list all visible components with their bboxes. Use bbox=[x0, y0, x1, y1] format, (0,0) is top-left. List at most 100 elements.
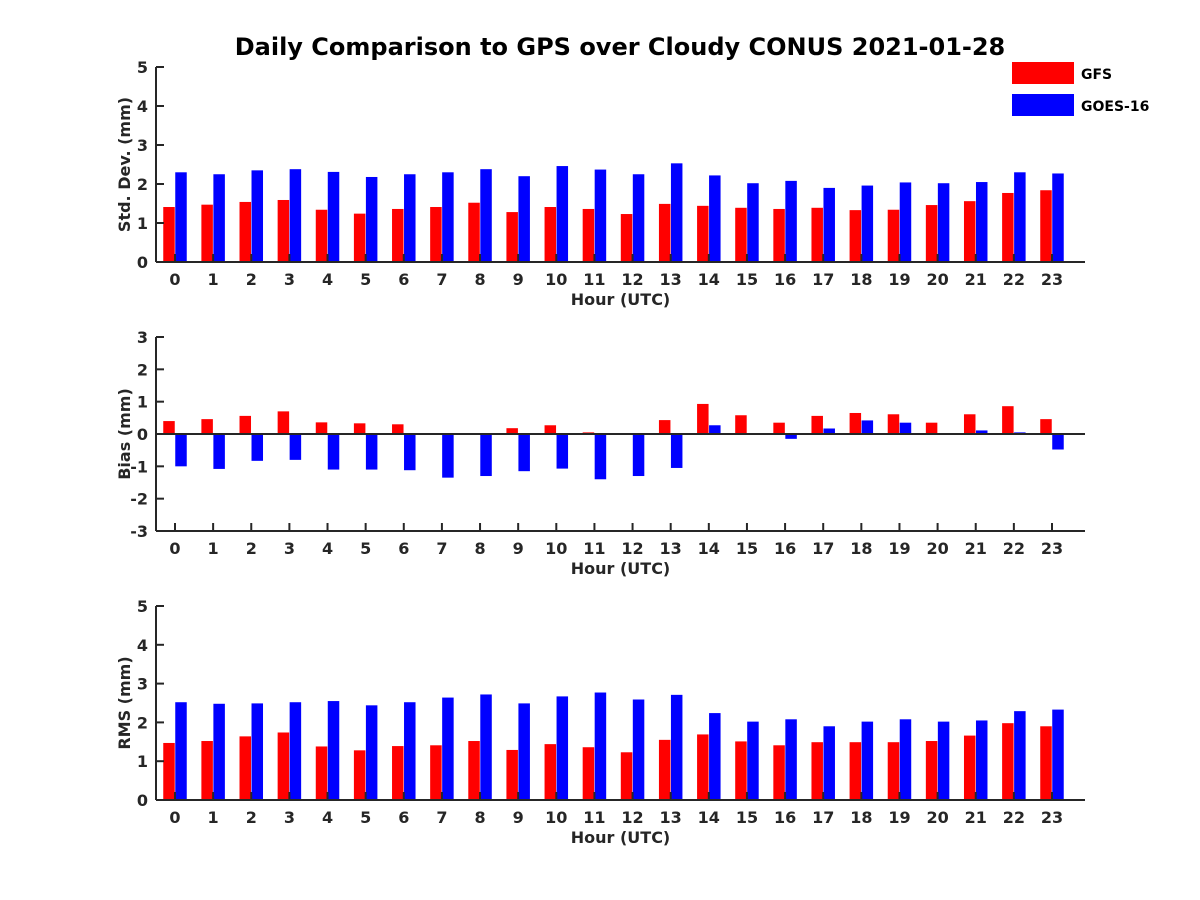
y-tick-label: 3 bbox=[137, 328, 148, 347]
bar-gfs-hour-6 bbox=[392, 424, 404, 434]
bar-gfs-hour-13 bbox=[658, 203, 671, 262]
bar-gfs-hour-12 bbox=[620, 752, 633, 800]
bar-gfs-hour-1 bbox=[201, 741, 213, 800]
bar-goes-16-hour-21 bbox=[975, 430, 988, 434]
legend-label-goes16: GOES-16 bbox=[1081, 99, 1149, 115]
x-tick-label: 12 bbox=[621, 270, 643, 289]
bar-goes-16-hour-1 bbox=[213, 434, 225, 469]
bar-goes-16-hour-4 bbox=[327, 701, 340, 800]
bar-goes-16-hour-0 bbox=[175, 434, 187, 467]
y-tick-label: 1 bbox=[137, 393, 148, 412]
bar-goes-16-hour-7 bbox=[442, 434, 454, 478]
bar-gfs-hour-17 bbox=[811, 207, 823, 262]
x-tick-label: 8 bbox=[474, 808, 485, 827]
bar-goes-16-hour-23 bbox=[1052, 173, 1064, 262]
bar-goes-16-hour-12 bbox=[632, 434, 645, 477]
y-axis-label: Bias (mm) bbox=[115, 388, 134, 480]
bar-gfs-hour-0 bbox=[163, 421, 175, 434]
bar-goes-16-hour-3 bbox=[289, 434, 302, 460]
x-tick-label: 21 bbox=[965, 808, 987, 827]
bar-gfs-hour-9 bbox=[506, 428, 518, 434]
bar-gfs-hour-4 bbox=[315, 209, 328, 262]
y-tick-label: 5 bbox=[137, 597, 148, 616]
x-tick-label: 22 bbox=[1003, 270, 1025, 289]
x-tick-label: 10 bbox=[545, 270, 567, 289]
x-tick-label: 17 bbox=[812, 808, 834, 827]
x-tick-label: 13 bbox=[660, 808, 682, 827]
x-tick-label: 20 bbox=[926, 270, 948, 289]
chart-title: Daily Comparison to GPS over Cloudy CONU… bbox=[235, 33, 1006, 61]
x-tick-label: 19 bbox=[888, 539, 910, 558]
bar-gfs-hour-22 bbox=[1002, 192, 1014, 262]
x-tick-label: 21 bbox=[965, 270, 987, 289]
x-tick-label: 1 bbox=[208, 270, 219, 289]
bar-goes-16-hour-7 bbox=[442, 172, 454, 262]
x-tick-label: 1 bbox=[208, 808, 219, 827]
bar-gfs-hour-17 bbox=[811, 415, 823, 434]
x-tick-label: 6 bbox=[398, 539, 409, 558]
bar-gfs-hour-10 bbox=[544, 425, 557, 434]
bar-goes-16-hour-12 bbox=[632, 174, 645, 262]
x-tick-label: 1 bbox=[208, 539, 219, 558]
x-tick-label: 10 bbox=[545, 539, 567, 558]
x-tick-label: 2 bbox=[246, 808, 257, 827]
x-tick-label: 18 bbox=[850, 539, 872, 558]
x-tick-label: 9 bbox=[513, 808, 524, 827]
bar-goes-16-hour-16 bbox=[785, 180, 797, 262]
x-tick-label: 18 bbox=[850, 270, 872, 289]
bar-goes-16-hour-19 bbox=[899, 719, 912, 800]
bar-goes-16-hour-5 bbox=[365, 705, 378, 800]
y-tick-label: 0 bbox=[137, 791, 148, 810]
bar-gfs-hour-5 bbox=[353, 750, 366, 800]
bar-goes-16-hour-8 bbox=[480, 434, 492, 477]
x-tick-label: 13 bbox=[660, 270, 682, 289]
bar-gfs-hour-2 bbox=[239, 201, 252, 262]
bar-goes-16-hour-3 bbox=[289, 169, 302, 262]
bar-goes-16-hour-13 bbox=[670, 434, 683, 468]
bar-gfs-hour-15 bbox=[735, 741, 747, 800]
bar-goes-16-hour-20 bbox=[937, 721, 950, 800]
x-tick-label: 11 bbox=[583, 539, 605, 558]
x-tick-label: 15 bbox=[736, 808, 758, 827]
bar-goes-16-hour-13 bbox=[670, 694, 683, 800]
y-tick-label: 0 bbox=[137, 253, 148, 272]
bar-gfs-hour-14 bbox=[697, 734, 709, 800]
bar-gfs-hour-15 bbox=[735, 207, 747, 262]
bar-gfs-hour-23 bbox=[1040, 419, 1052, 434]
legend-swatch-gfs bbox=[1012, 62, 1074, 84]
x-tick-label: 16 bbox=[774, 539, 796, 558]
bar-goes-16-hour-7 bbox=[442, 697, 454, 800]
x-tick-label: 22 bbox=[1003, 808, 1025, 827]
bar-gfs-hour-2 bbox=[239, 415, 252, 434]
bar-goes-16-hour-19 bbox=[899, 422, 912, 434]
x-tick-label: 5 bbox=[360, 270, 371, 289]
bar-gfs-hour-11 bbox=[582, 208, 595, 262]
bar-gfs-hour-16 bbox=[773, 208, 785, 262]
bar-gfs-hour-5 bbox=[353, 423, 366, 434]
y-tick-label: 2 bbox=[137, 713, 148, 732]
x-tick-label: 8 bbox=[474, 270, 485, 289]
bar-goes-16-hour-9 bbox=[518, 176, 530, 262]
bar-gfs-hour-1 bbox=[201, 419, 213, 434]
bar-goes-16-hour-23 bbox=[1052, 434, 1064, 450]
y-tick-label: -1 bbox=[130, 457, 148, 476]
bar-goes-16-hour-21 bbox=[975, 720, 988, 800]
legend-label-gfs: GFS bbox=[1081, 67, 1112, 83]
bar-gfs-hour-23 bbox=[1040, 726, 1052, 800]
bar-goes-16-hour-15 bbox=[747, 183, 759, 262]
bar-gfs-hour-7 bbox=[430, 207, 442, 262]
bar-gfs-hour-0 bbox=[163, 742, 175, 800]
bar-gfs-hour-20 bbox=[925, 205, 938, 262]
bar-goes-16-hour-19 bbox=[899, 182, 912, 262]
bar-goes-16-hour-11 bbox=[594, 692, 607, 800]
bar-gfs-hour-10 bbox=[544, 207, 557, 262]
x-tick-label: 19 bbox=[888, 270, 910, 289]
bar-goes-16-hour-16 bbox=[785, 434, 797, 439]
bar-gfs-hour-10 bbox=[544, 744, 557, 800]
x-axis-label: Hour (UTC) bbox=[571, 559, 671, 578]
x-tick-label: 11 bbox=[583, 808, 605, 827]
bar-goes-16-hour-22 bbox=[1014, 172, 1026, 262]
